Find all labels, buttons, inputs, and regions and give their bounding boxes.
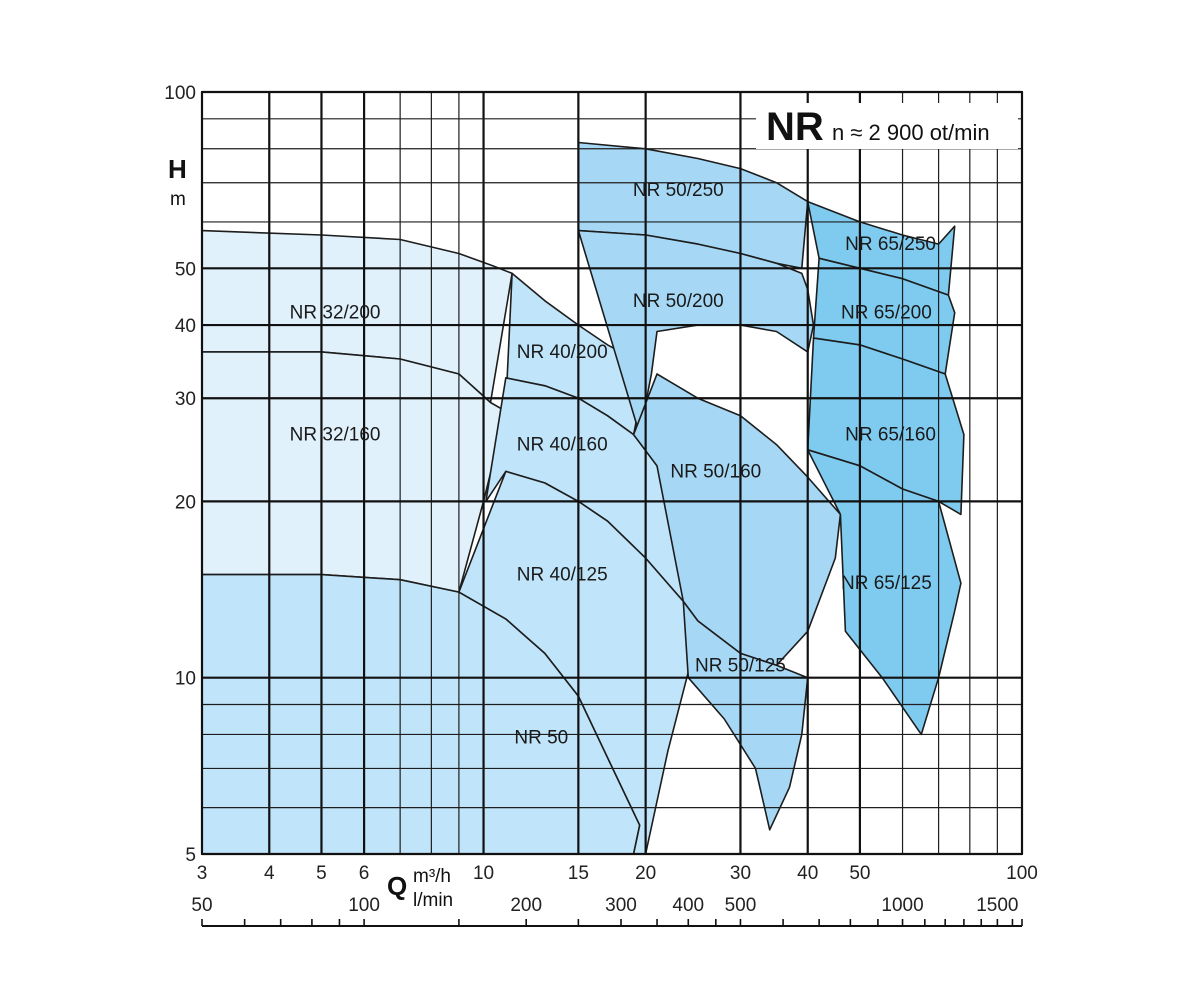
region-nr-65-125	[806, 449, 962, 736]
region-nr-50-125	[682, 600, 809, 831]
x2-tick-labels: 50 100 200 300 400 500 1000 1500	[191, 895, 1018, 916]
x2-tick-label: 50	[191, 895, 212, 916]
x2-tick-label: 100	[348, 895, 380, 916]
region-label-nr-32-160: NR 32/160	[290, 425, 381, 446]
region-nr-50-200	[577, 229, 815, 436]
x2-tick-label: 400	[672, 895, 704, 916]
pump-regions	[201, 141, 965, 855]
region-label-nr-50: NR 50	[514, 728, 568, 749]
x-tick-label: 5	[316, 863, 327, 884]
x2-tick-label: 300	[605, 895, 637, 916]
x-tick-label: 40	[797, 863, 818, 884]
x-tick-label: 30	[730, 863, 751, 884]
x2-tick-label: 500	[725, 895, 757, 916]
x-axis-unit: m³/h	[413, 866, 451, 887]
y-tick-label: 30	[175, 389, 196, 410]
x2-tick-label: 1500	[976, 895, 1018, 916]
region-labels: NR 32/200 NR 32/160 NR 50 NR 40/200 NR 40/16…	[290, 180, 936, 749]
plot-frame	[201, 91, 1023, 855]
x-tick-label: 6	[359, 863, 370, 884]
grid	[200, 90, 1024, 856]
chart-subtitle: n ≈ 2 900 ot/min	[832, 120, 990, 145]
chart-title: NR	[766, 105, 824, 149]
region-label-nr-65-160: NR 65/160	[845, 425, 936, 446]
region-label-nr-40-125: NR 40/125	[517, 565, 608, 586]
x2-axis	[201, 919, 1023, 927]
region-label-nr-50-250: NR 50/250	[633, 180, 724, 201]
x-tick-label: 50	[849, 863, 870, 884]
x-tick-label: 4	[264, 863, 275, 884]
x2-tick-label: 1000	[881, 895, 923, 916]
y-tick-label: 5	[185, 845, 196, 866]
x-tick-label: 10	[473, 863, 494, 884]
x2-axis-unit: l/min	[413, 890, 453, 911]
y-tick-label: 20	[175, 492, 196, 513]
title-box: NR n ≈ 2 900 ot/min	[756, 103, 1018, 149]
x2-tick-label: 200	[510, 895, 542, 916]
region-label-nr-65-200: NR 65/200	[841, 303, 932, 324]
x-tick-label: 20	[635, 863, 656, 884]
x-tick-label: 3	[197, 863, 208, 884]
x-axis-symbol: Q	[387, 871, 407, 901]
y-axis-unit: m	[170, 189, 186, 210]
region-label-nr-65-125: NR 65/125	[841, 573, 932, 594]
title-box-background	[756, 103, 1018, 149]
region-label-nr-40-160: NR 40/160	[517, 435, 608, 456]
y-tick-label: 40	[175, 316, 196, 337]
region-label-nr-50-125: NR 50/125	[695, 655, 786, 676]
region-nr-32-160	[201, 351, 507, 593]
y-tick-label: 100	[164, 83, 196, 104]
y-tick-label: 10	[175, 669, 196, 690]
y-tick-labels: 5 10 20 30 40 50 100	[164, 83, 196, 866]
y-axis-symbol: H	[168, 154, 187, 184]
region-label-nr-65-250: NR 65/250	[845, 234, 936, 255]
region-label-nr-40-200: NR 40/200	[517, 342, 608, 363]
region-label-nr-32-200: NR 32/200	[290, 303, 381, 324]
x-tick-label: 100	[1006, 863, 1038, 884]
x-tick-labels: 3 4 5 6 10 15 20 30 40 50 100	[197, 863, 1038, 884]
x-tick-label: 15	[568, 863, 589, 884]
region-label-nr-50-160: NR 50/160	[670, 461, 761, 482]
region-label-nr-50-200: NR 50/200	[633, 291, 724, 312]
y-tick-label: 50	[175, 259, 196, 280]
